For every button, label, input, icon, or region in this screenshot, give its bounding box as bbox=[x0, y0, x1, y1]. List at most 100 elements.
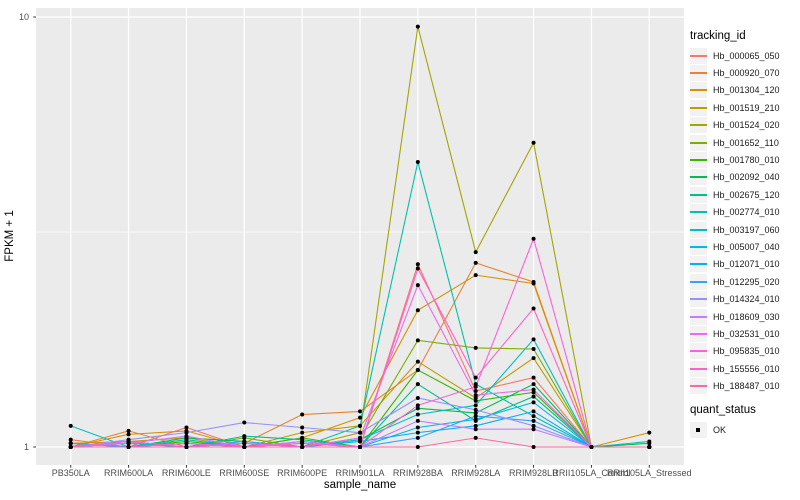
legend-item: Hb_001780_010 bbox=[690, 151, 800, 169]
data-point bbox=[473, 403, 478, 408]
legend-item-label: Hb_002774_010 bbox=[713, 207, 780, 218]
data-point bbox=[68, 437, 73, 442]
data-point bbox=[531, 427, 536, 432]
data-point bbox=[473, 250, 478, 255]
data-point bbox=[473, 407, 478, 412]
data-point bbox=[184, 430, 189, 435]
legend-title-tracking-id: tracking_id bbox=[690, 30, 746, 42]
x-tick-label: RRII105LA_Control bbox=[552, 468, 631, 478]
legend-key-swatch bbox=[690, 238, 707, 255]
data-point bbox=[126, 439, 131, 444]
line-icon bbox=[690, 280, 707, 283]
data-point bbox=[415, 406, 420, 411]
data-point bbox=[358, 415, 362, 420]
line-icon bbox=[690, 385, 707, 388]
legend-item-label: Hb_001519_210 bbox=[713, 102, 780, 113]
line-icon bbox=[690, 176, 707, 179]
data-point bbox=[415, 435, 420, 440]
data-point bbox=[531, 375, 536, 380]
data-point bbox=[531, 414, 536, 419]
line-icon bbox=[690, 159, 707, 162]
data-point bbox=[358, 435, 362, 440]
legend-key-swatch bbox=[690, 99, 707, 116]
data-point bbox=[647, 439, 652, 444]
data-point bbox=[415, 418, 420, 423]
x-tick-label: RRIM928LA bbox=[451, 468, 501, 478]
legend-item-label: Hb_032531_010 bbox=[713, 328, 780, 339]
data-point bbox=[647, 430, 652, 435]
data-point bbox=[531, 445, 536, 449]
legend-item: Hb_002675_120 bbox=[690, 186, 800, 203]
line-icon bbox=[690, 263, 707, 266]
legend-key-swatch bbox=[690, 221, 707, 238]
data-point bbox=[473, 388, 478, 393]
data-point bbox=[300, 441, 305, 446]
x-tick-label: RRIM600SE bbox=[219, 468, 270, 478]
data-point bbox=[415, 403, 420, 408]
data-point bbox=[126, 428, 131, 433]
line-icon bbox=[690, 72, 707, 75]
data-point bbox=[300, 425, 305, 430]
legend-item-label: Hb_000920_070 bbox=[713, 68, 780, 79]
data-point bbox=[531, 423, 536, 428]
data-point bbox=[358, 430, 362, 435]
data-point bbox=[68, 423, 73, 428]
legend-item-label: Hb_000065_050 bbox=[713, 50, 780, 61]
legend-item-label: Hb_095835_010 bbox=[713, 346, 780, 357]
legend-items: Hb_000065_050 Hb_000920_070 Hb_001304_120 H… bbox=[690, 47, 800, 395]
data-point bbox=[531, 236, 536, 241]
legend-item-ok: OK bbox=[690, 421, 800, 438]
y-tick-label: 1 bbox=[23, 442, 29, 452]
line-icon bbox=[690, 141, 707, 144]
legend-key-swatch bbox=[690, 82, 707, 99]
legend-item: Hb_032531_010 bbox=[690, 325, 800, 342]
line-icon bbox=[690, 211, 707, 214]
data-point bbox=[473, 427, 478, 432]
legend-key-swatch bbox=[690, 256, 707, 273]
line-icon bbox=[690, 89, 707, 92]
legend-key-swatch bbox=[690, 325, 707, 342]
data-point bbox=[473, 435, 478, 440]
data-point bbox=[184, 441, 189, 446]
line-icon bbox=[690, 367, 707, 370]
legend-key-swatch bbox=[690, 47, 707, 64]
line-icon bbox=[690, 124, 707, 127]
line-icon bbox=[690, 106, 707, 109]
legend-item-label: OK bbox=[713, 424, 727, 435]
legend-item-label: Hb_001780_010 bbox=[713, 155, 780, 166]
data-point bbox=[531, 387, 536, 392]
legend-item-label: Hb_018609_030 bbox=[713, 311, 780, 322]
data-point bbox=[126, 432, 131, 437]
legend-key-swatch bbox=[690, 343, 707, 360]
line-icon bbox=[690, 193, 707, 196]
data-point bbox=[531, 409, 536, 414]
data-point bbox=[415, 382, 420, 387]
data-point bbox=[531, 390, 536, 395]
data-point bbox=[531, 306, 536, 311]
data-point bbox=[473, 375, 478, 380]
data-point bbox=[589, 445, 594, 449]
x-tick-label: RRIM928LB bbox=[509, 468, 559, 478]
data-point bbox=[184, 437, 189, 442]
legend-key-swatch bbox=[690, 186, 707, 203]
line-icon bbox=[690, 315, 707, 318]
legend-key-swatch bbox=[690, 308, 707, 325]
data-point bbox=[358, 409, 362, 414]
data-point bbox=[358, 439, 362, 444]
data-point bbox=[415, 368, 420, 373]
data-point bbox=[531, 394, 536, 399]
data-point bbox=[415, 396, 420, 401]
x-tick-label: RRIM928BA bbox=[392, 468, 443, 478]
data-point bbox=[473, 396, 478, 401]
data-point bbox=[473, 414, 478, 419]
line-icon bbox=[690, 350, 707, 353]
x-tick-label: RRIM600PE bbox=[277, 468, 328, 478]
legend-key-swatch bbox=[690, 65, 707, 82]
data-point bbox=[531, 140, 536, 145]
data-point bbox=[473, 417, 478, 422]
legend-item: Hb_095835_010 bbox=[690, 343, 800, 360]
data-point bbox=[242, 420, 247, 425]
legend-key-swatch bbox=[690, 204, 707, 221]
